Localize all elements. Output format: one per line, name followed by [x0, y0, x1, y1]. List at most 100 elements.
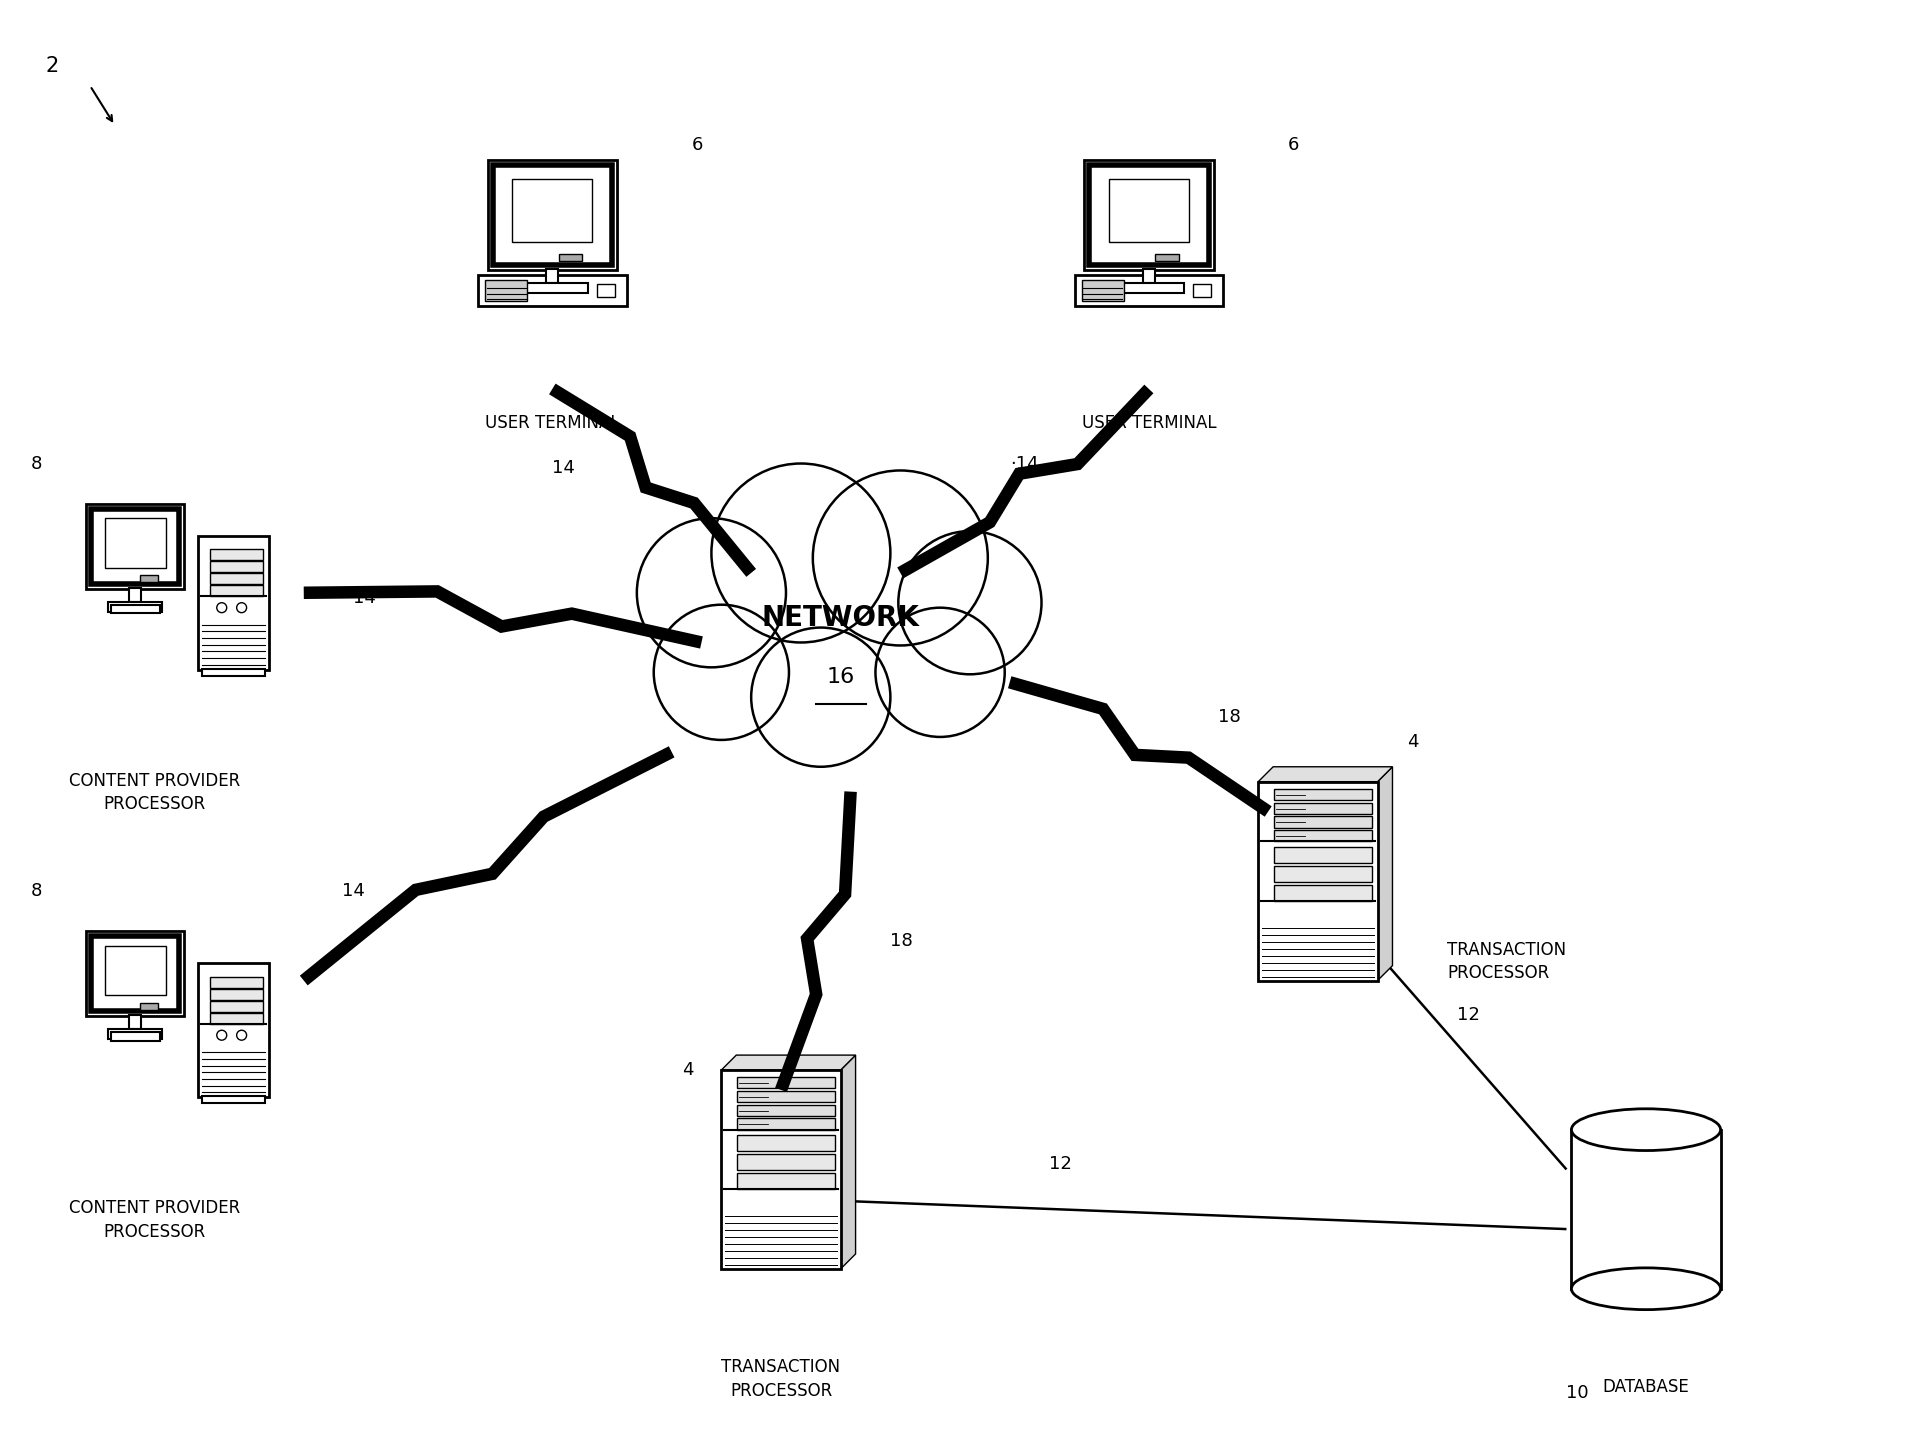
Bar: [1084, 160, 1214, 270]
Bar: [210, 1000, 264, 1012]
Text: ·14: ·14: [1010, 454, 1038, 472]
Bar: [92, 937, 180, 1012]
Bar: [197, 536, 270, 669]
Polygon shape: [721, 1056, 855, 1070]
Bar: [1273, 847, 1371, 862]
Text: DATABASE: DATABASE: [1602, 1378, 1690, 1397]
Bar: [1572, 1130, 1721, 1289]
Ellipse shape: [1572, 1109, 1721, 1150]
Text: 12: 12: [1050, 1156, 1073, 1173]
Circle shape: [751, 627, 891, 767]
Polygon shape: [841, 1056, 855, 1269]
Polygon shape: [1377, 767, 1392, 980]
Bar: [736, 1173, 836, 1189]
Circle shape: [899, 531, 1042, 674]
Bar: [210, 574, 264, 584]
Bar: [558, 254, 581, 261]
Text: TRANSACTION
PROCESSOR: TRANSACTION PROCESSOR: [721, 1359, 841, 1400]
Bar: [1143, 269, 1155, 283]
Bar: [210, 989, 264, 999]
Circle shape: [654, 604, 790, 741]
Bar: [1273, 831, 1371, 841]
Text: 14: 14: [354, 588, 377, 607]
Circle shape: [813, 470, 989, 646]
Bar: [516, 283, 587, 292]
Bar: [512, 179, 593, 242]
Text: USER TERMINAL: USER TERMINAL: [1082, 414, 1216, 431]
Bar: [210, 1012, 264, 1024]
Bar: [105, 518, 166, 568]
Bar: [1075, 274, 1224, 306]
Circle shape: [216, 603, 228, 613]
Bar: [1155, 254, 1178, 261]
Bar: [130, 1015, 141, 1029]
Text: 4: 4: [681, 1061, 692, 1079]
Text: 2: 2: [46, 55, 59, 76]
Bar: [547, 269, 558, 283]
Bar: [1273, 816, 1371, 828]
Text: 6: 6: [692, 136, 704, 154]
Text: 18: 18: [891, 932, 914, 950]
Bar: [736, 1077, 836, 1089]
Bar: [1273, 803, 1371, 813]
Text: 14: 14: [342, 881, 365, 900]
Bar: [1258, 781, 1377, 980]
Bar: [210, 560, 264, 572]
Bar: [197, 963, 270, 1098]
Text: 12: 12: [1457, 1006, 1480, 1024]
Bar: [210, 549, 264, 560]
Circle shape: [237, 1031, 247, 1040]
Bar: [210, 585, 264, 595]
Bar: [736, 1118, 836, 1130]
Circle shape: [711, 463, 891, 642]
Text: 4: 4: [1407, 733, 1419, 751]
Circle shape: [876, 608, 1004, 738]
Text: 16: 16: [826, 668, 855, 687]
Bar: [86, 504, 184, 590]
Bar: [92, 508, 180, 584]
Text: USER TERMINAL: USER TERMINAL: [486, 414, 619, 431]
Text: 18: 18: [1218, 709, 1241, 726]
Bar: [109, 1029, 163, 1040]
Bar: [111, 604, 161, 613]
Text: CONTENT PROVIDER
PROCESSOR: CONTENT PROVIDER PROCESSOR: [69, 771, 241, 813]
Bar: [105, 945, 166, 995]
Bar: [736, 1154, 836, 1170]
Ellipse shape: [1572, 1268, 1721, 1310]
Bar: [210, 977, 264, 987]
Bar: [736, 1135, 836, 1151]
Bar: [1082, 280, 1124, 301]
Bar: [1193, 285, 1212, 296]
Bar: [86, 931, 184, 1016]
Bar: [1273, 788, 1371, 800]
Bar: [493, 166, 612, 264]
Bar: [203, 1096, 266, 1104]
Bar: [140, 1002, 159, 1009]
Text: CONTENT PROVIDER
PROCESSOR: CONTENT PROVIDER PROCESSOR: [69, 1199, 241, 1241]
Text: 10: 10: [1566, 1384, 1589, 1403]
Bar: [1273, 886, 1371, 902]
Text: 6: 6: [1289, 136, 1300, 154]
Bar: [721, 1070, 841, 1269]
Circle shape: [216, 1031, 228, 1040]
Text: 14: 14: [553, 459, 576, 478]
Text: NETWORK: NETWORK: [761, 604, 920, 632]
Bar: [203, 669, 266, 675]
Bar: [1113, 283, 1184, 292]
Text: 8: 8: [31, 454, 42, 472]
Bar: [488, 160, 618, 270]
Circle shape: [637, 518, 786, 668]
Circle shape: [237, 603, 247, 613]
Bar: [140, 575, 159, 582]
Bar: [478, 274, 627, 306]
Bar: [1090, 166, 1208, 264]
Bar: [736, 1105, 836, 1117]
Polygon shape: [1258, 767, 1392, 781]
Text: TRANSACTION
PROCESSOR: TRANSACTION PROCESSOR: [1447, 941, 1566, 983]
Bar: [130, 588, 141, 601]
Bar: [597, 285, 616, 296]
Text: 8: 8: [31, 881, 42, 900]
Bar: [736, 1090, 836, 1102]
Bar: [486, 280, 528, 301]
Bar: [1109, 179, 1189, 242]
